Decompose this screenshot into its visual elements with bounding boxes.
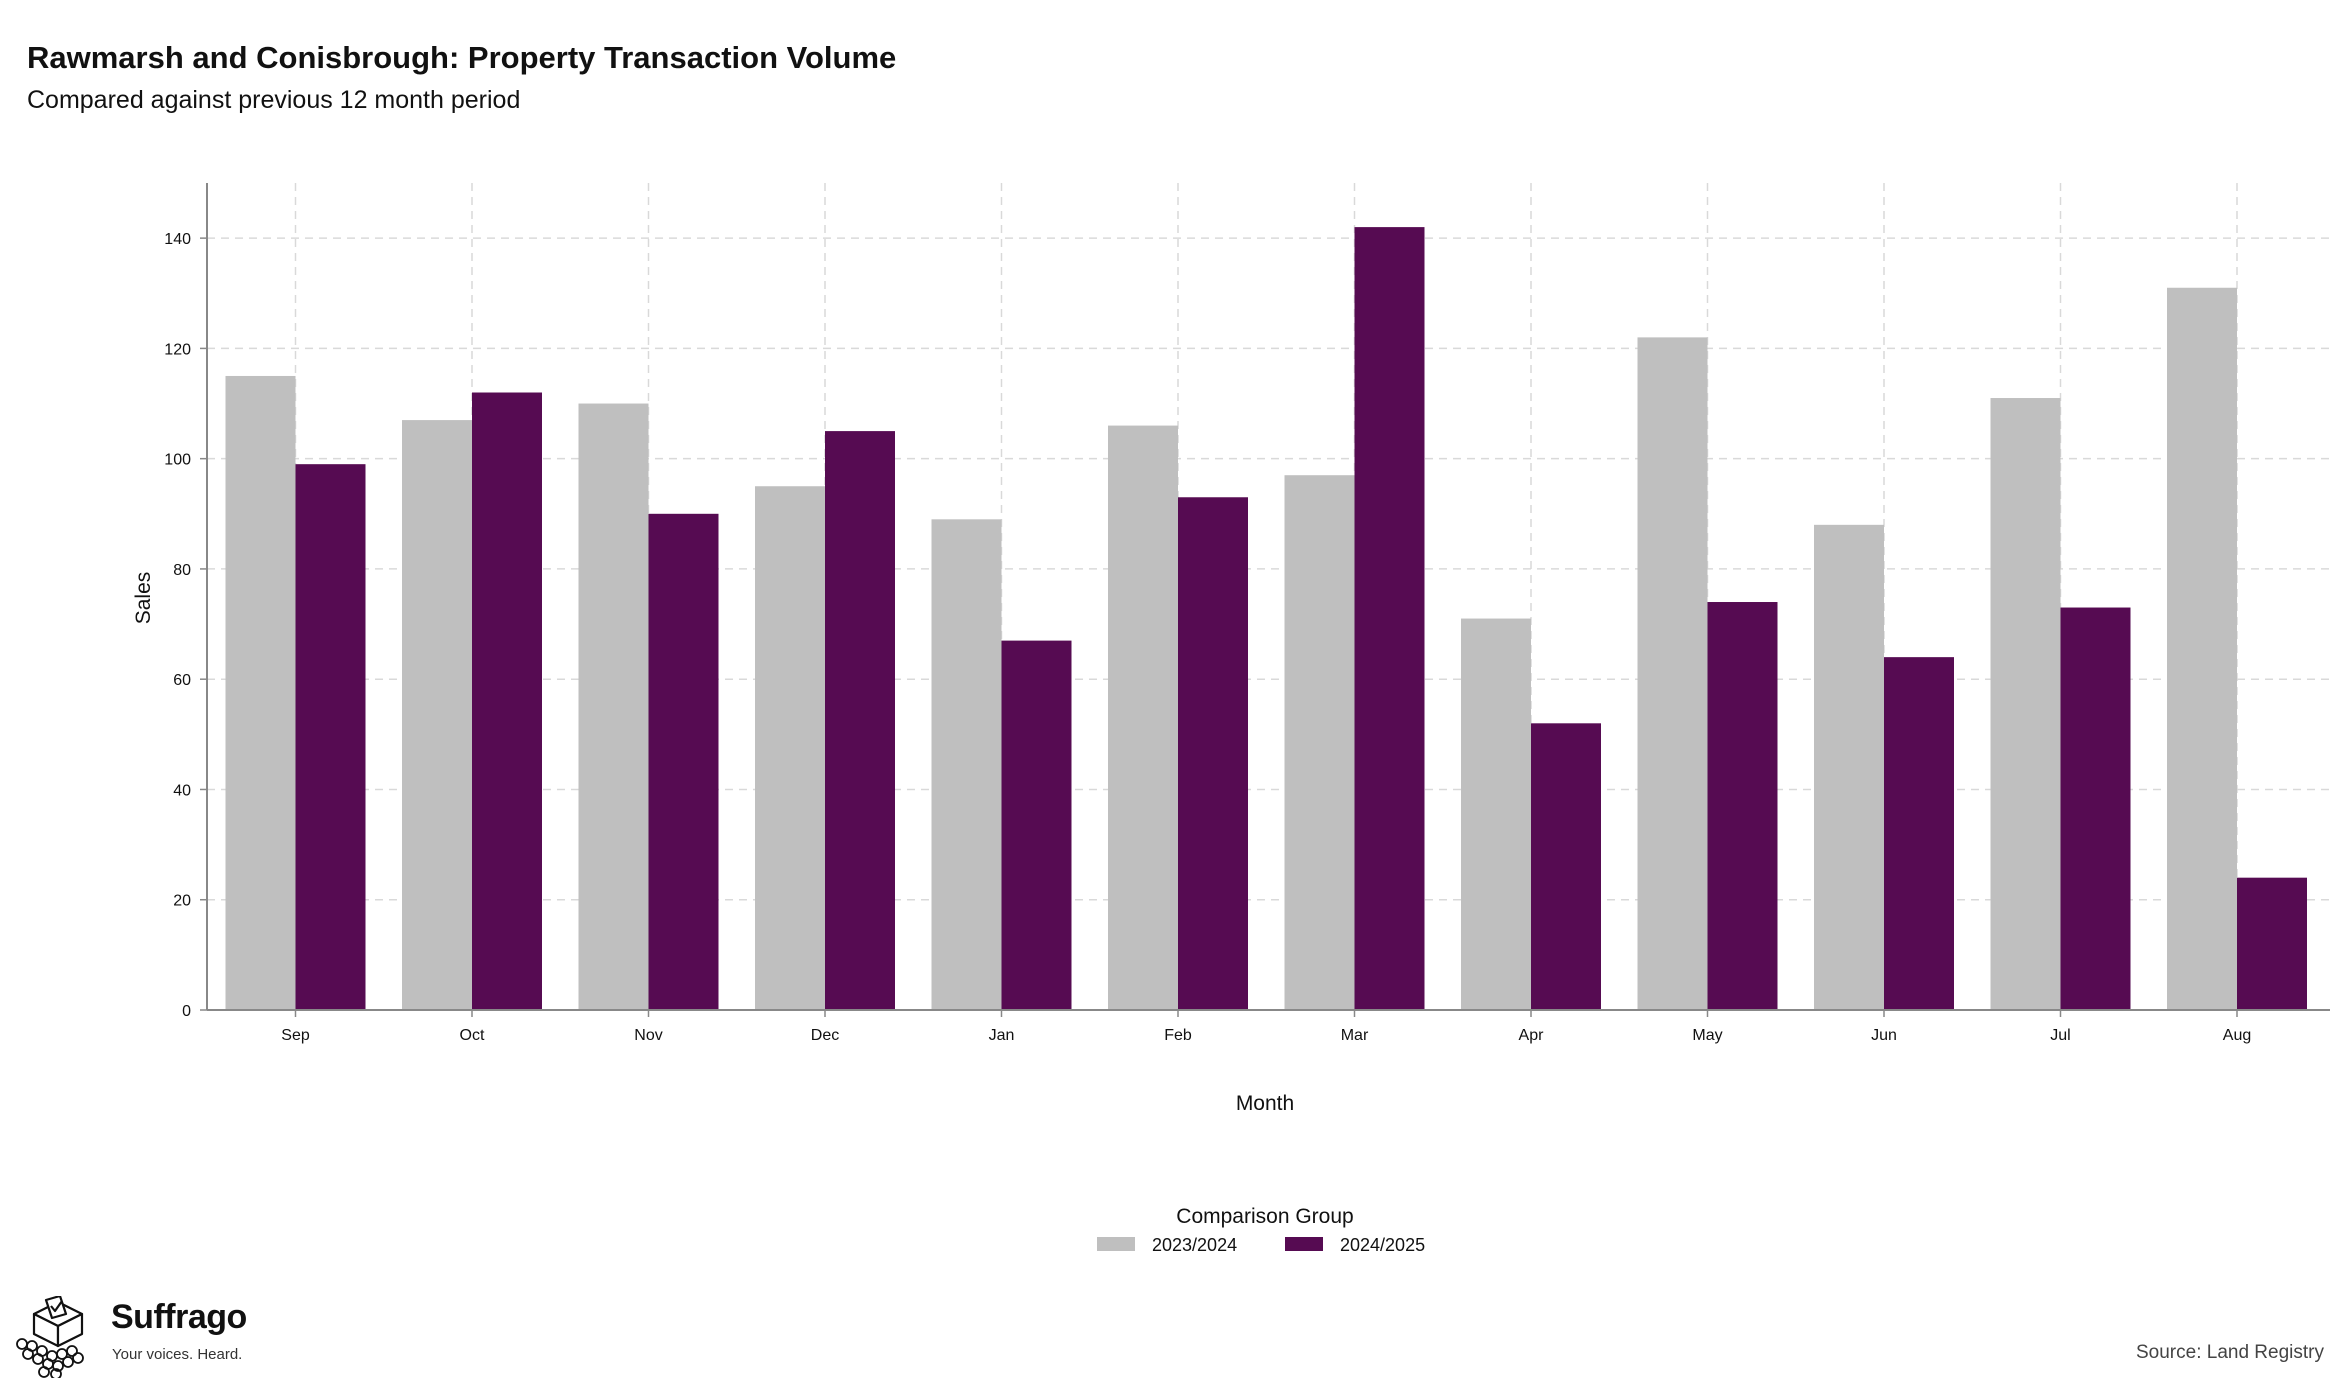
x-tick-label: Oct xyxy=(460,1027,485,1044)
bar-2024-2025-dec xyxy=(825,431,895,1011)
y-tick-label: 100 xyxy=(164,452,191,469)
bar-2024-2025-sep xyxy=(295,464,366,1010)
legend-label-2023-2024: 2023/2024 xyxy=(1152,1235,1237,1255)
legend-swatch-2023-2024 xyxy=(1097,1237,1135,1251)
x-tick-label: Feb xyxy=(1164,1027,1192,1044)
x-tick-label: Sep xyxy=(281,1027,310,1044)
bar-2024-2025-jan xyxy=(1001,640,1072,1010)
bars xyxy=(225,227,2307,1011)
x-tick-label: Nov xyxy=(634,1027,662,1044)
x-tick-label: Jul xyxy=(2050,1027,2070,1044)
chart-subtitle: Compared against previous 12 month perio… xyxy=(27,86,521,114)
y-tick-label: 0 xyxy=(182,1003,191,1020)
x-tick-label: Mar xyxy=(1341,1027,1369,1044)
x-tick-label: Jun xyxy=(1871,1027,1897,1044)
tick-labels: 0 20 40 60 80 100 120 140 Sep Oct Nov Dec Jan Feb Mar A… xyxy=(164,231,2251,1044)
brand-name: Suffrago xyxy=(111,1298,247,1336)
bar-2023-2024-apr xyxy=(1461,618,1531,1010)
legend: Comparison Group 2023/2024 2024/2025 xyxy=(1097,1205,1425,1255)
bar-2024-2025-mar xyxy=(1354,227,1425,1010)
bar-2023-2024-may xyxy=(1637,337,1708,1011)
bar-2024-2025-feb xyxy=(1178,497,1248,1010)
bar-2024-2025-jul xyxy=(2060,607,2131,1010)
bar-2024-2025-jun xyxy=(1884,657,1954,1010)
brand-tagline: Your voices. Heard. xyxy=(112,1346,243,1363)
x-tick-label: May xyxy=(1692,1027,1722,1044)
bar-2023-2024-oct xyxy=(402,420,472,1010)
bar-2023-2024-dec xyxy=(755,486,825,1010)
x-tick-label: Apr xyxy=(1519,1027,1545,1044)
legend-swatch-2024-2025 xyxy=(1285,1237,1323,1251)
bar-2024-2025-nov xyxy=(648,513,719,1010)
source-note: Source: Land Registry xyxy=(2136,1342,2324,1363)
legend-label-2024-2025: 2024/2025 xyxy=(1340,1235,1425,1255)
axes xyxy=(200,183,2330,1017)
ballot-box-icon xyxy=(16,1296,84,1378)
x-tick-label: Jan xyxy=(989,1027,1015,1044)
chart-title: Rawmarsh and Conisbrough: Property Trans… xyxy=(27,40,897,75)
bar-2023-2024-aug xyxy=(2167,287,2237,1011)
bar-2023-2024-jun xyxy=(1814,524,1884,1010)
bar-2023-2024-sep xyxy=(225,375,296,1010)
bar-2024-2025-apr xyxy=(1531,723,1601,1010)
bar-2023-2024-mar xyxy=(1284,475,1355,1010)
y-tick-label: 60 xyxy=(173,672,191,689)
bar-2023-2024-nov xyxy=(578,403,649,1010)
bar-2024-2025-may xyxy=(1707,602,1778,1010)
x-tick-label: Aug xyxy=(2223,1027,2251,1044)
y-tick-label: 80 xyxy=(173,562,191,579)
y-tick-label: 20 xyxy=(173,893,191,910)
bar-2023-2024-jul xyxy=(1990,398,2061,1010)
x-axis-title: Month xyxy=(1236,1092,1294,1115)
y-tick-label: 120 xyxy=(164,341,191,358)
bar-2024-2025-oct xyxy=(472,392,542,1010)
bar-2023-2024-jan xyxy=(931,519,1002,1010)
y-tick-label: 40 xyxy=(173,782,191,799)
bar-2024-2025-aug xyxy=(2237,877,2307,1010)
bar-2023-2024-feb xyxy=(1108,425,1178,1010)
legend-title: Comparison Group xyxy=(1176,1205,1353,1228)
x-tick-label: Dec xyxy=(811,1027,839,1044)
y-tick-label: 140 xyxy=(164,231,191,248)
brand: Suffrago Your voices. Heard. xyxy=(14,1296,274,1378)
y-axis-title: Sales xyxy=(132,572,155,625)
